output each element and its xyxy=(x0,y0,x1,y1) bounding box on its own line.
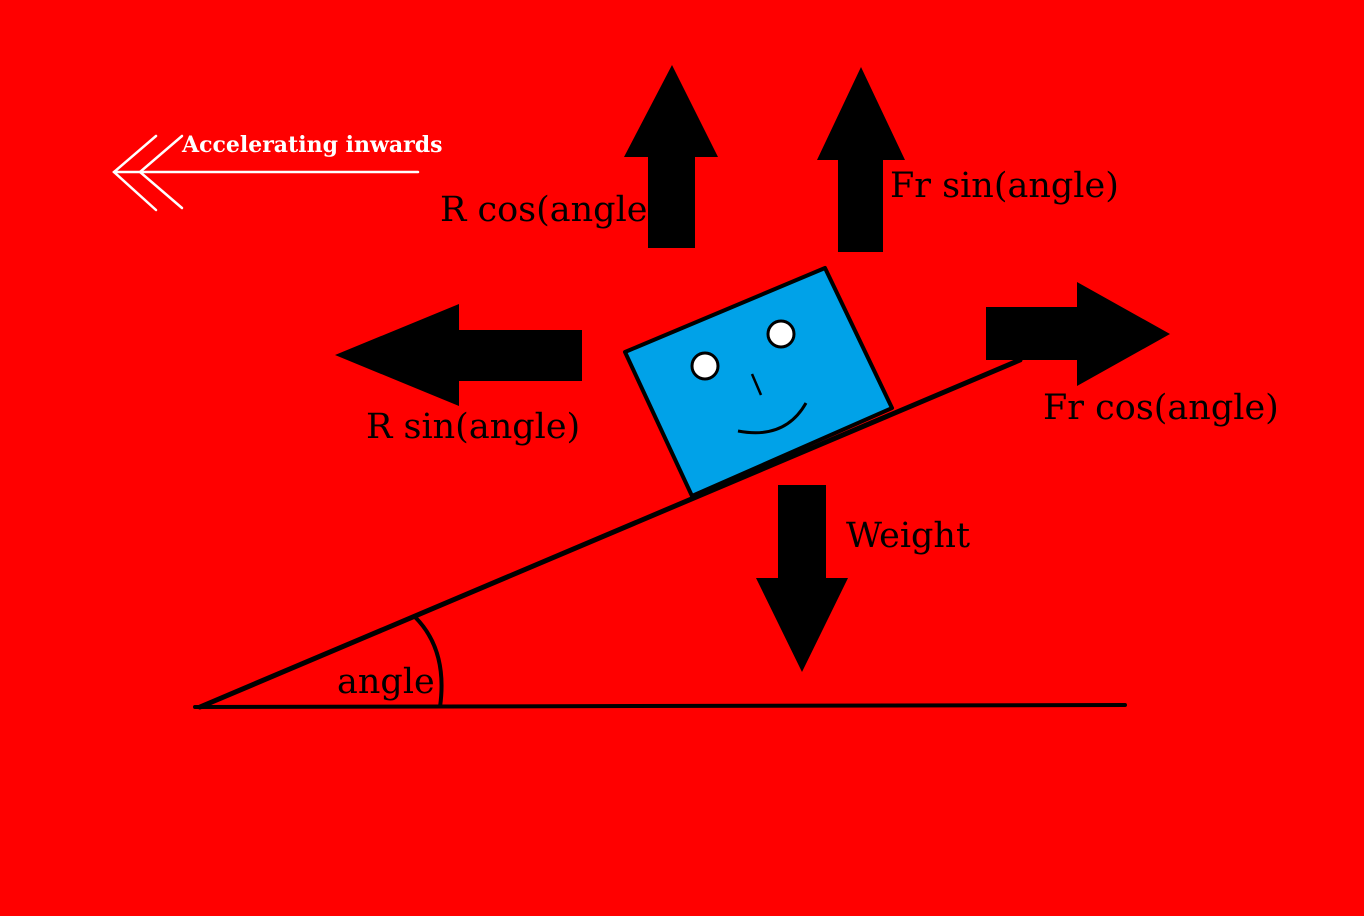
block-nose xyxy=(750,373,763,396)
weight-arrow xyxy=(756,485,848,672)
angle-arc xyxy=(413,615,444,708)
r-cos-arrow xyxy=(624,65,718,248)
fr-cos-label: Fr cos(angle) xyxy=(1043,388,1279,428)
r-cos-label: R cos(angle) xyxy=(440,190,662,230)
block-right-eye xyxy=(766,319,796,349)
block-mouth xyxy=(737,402,808,435)
block-left-eye xyxy=(690,351,720,381)
fr-sin-arrow xyxy=(817,67,905,252)
r-sin-arrow xyxy=(335,304,582,406)
accelerating-label: Accelerating inwards xyxy=(182,132,443,158)
ground-line xyxy=(193,703,1127,709)
r-sin-label: R sin(angle) xyxy=(366,407,581,447)
incline-line xyxy=(197,357,1023,710)
angle-label: angle xyxy=(337,662,435,702)
fr-sin-label: Fr sin(angle) xyxy=(890,166,1119,206)
block-body xyxy=(623,266,894,498)
double-chevron-left-arrow-icon xyxy=(112,134,420,212)
fr-cos-arrow xyxy=(986,282,1170,386)
weight-label: Weight xyxy=(846,516,971,556)
